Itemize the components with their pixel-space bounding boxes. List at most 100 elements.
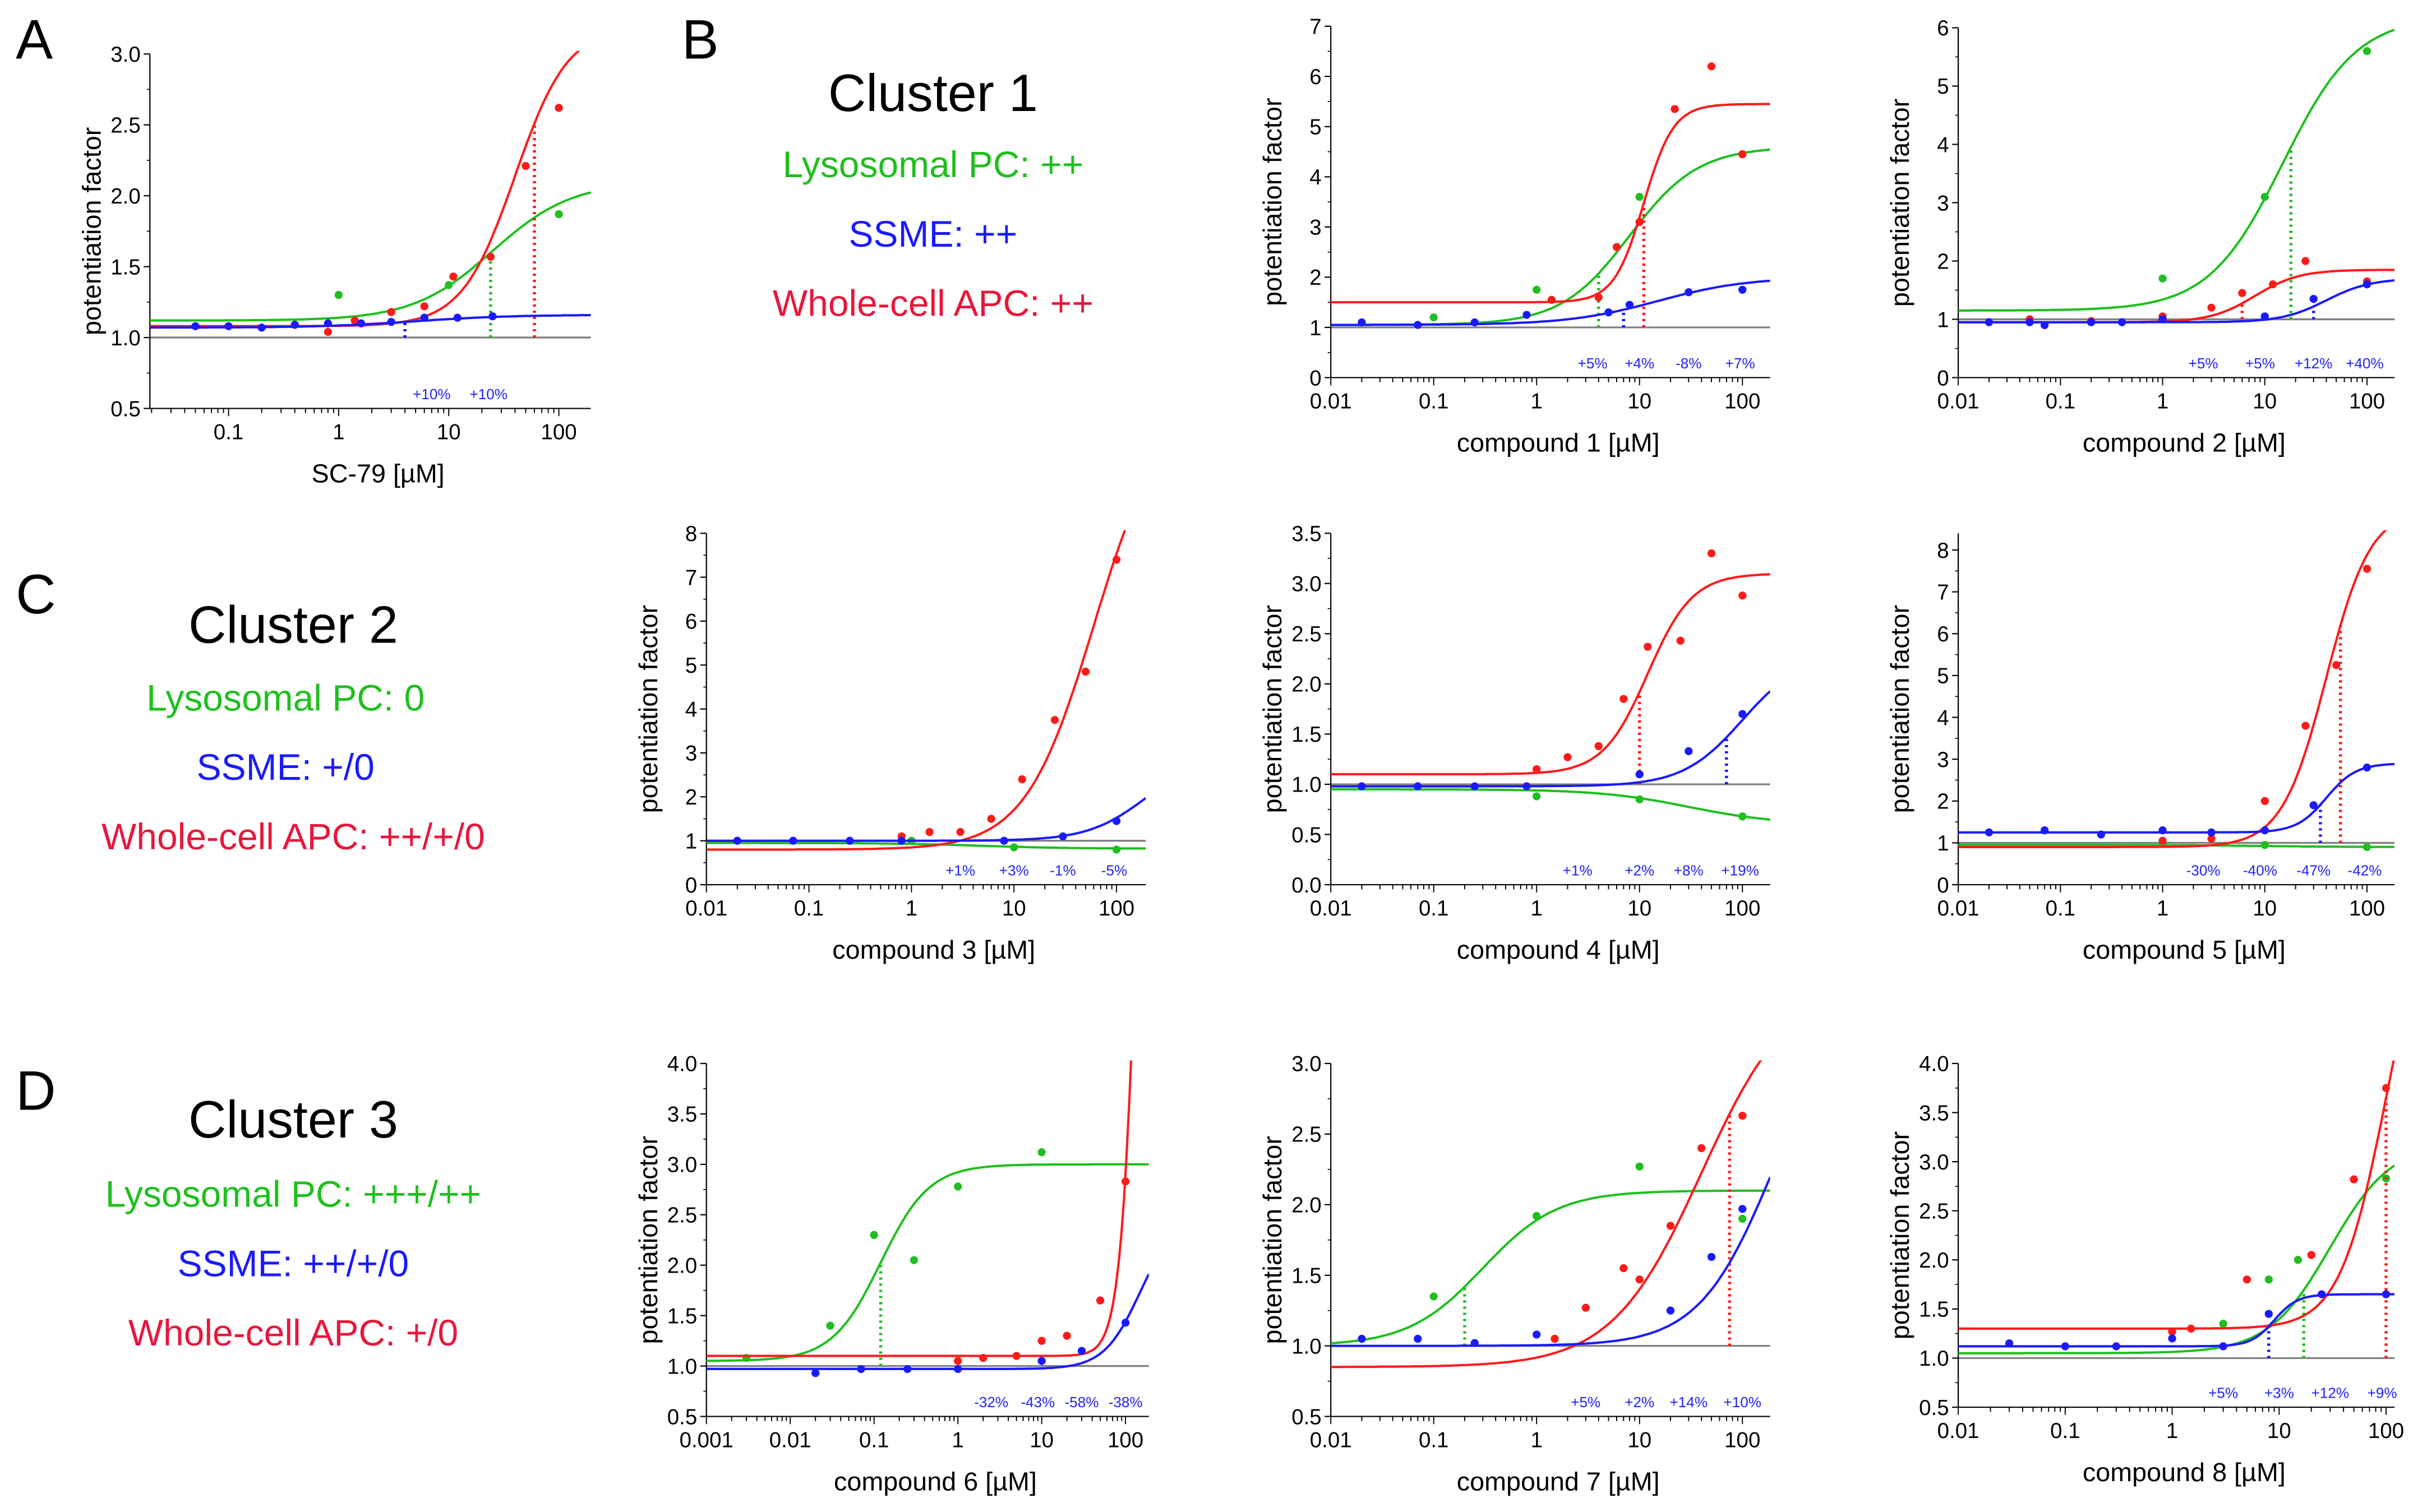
data-point-ssme xyxy=(1112,817,1121,825)
y-tick-label: 0.5 xyxy=(1291,1405,1321,1429)
data-point-ssme xyxy=(1358,782,1366,790)
y-tick-label: 2 xyxy=(1309,266,1321,290)
y-tick-label: 3.5 xyxy=(1291,522,1321,546)
data-point-lysosomal xyxy=(2294,1256,2302,1264)
fit-curve-wholecell xyxy=(1331,103,1770,304)
x-axis-label: compound 6 [µM] xyxy=(834,1467,1037,1496)
x-tick-label: 0.01 xyxy=(685,896,727,921)
x-tick-label: 10 xyxy=(1627,1428,1651,1453)
y-axis-label: potentiation factor xyxy=(634,1136,663,1344)
data-point-lysosomal xyxy=(1533,285,1541,294)
x-tick-label: 1 xyxy=(2157,390,2168,414)
fit-curve-ssme xyxy=(1958,762,2395,834)
data-point-wholecell xyxy=(1594,742,1603,751)
efficacy-annotation: -8% xyxy=(1676,355,1701,372)
y-axis-label: potentiation factor xyxy=(1885,1131,1914,1339)
y-tick-label: 2.5 xyxy=(667,1204,697,1228)
data-point-ssme xyxy=(2005,1339,2014,1348)
y-tick-label: 5 xyxy=(685,654,697,678)
data-point-ssme xyxy=(1414,782,1422,790)
y-tick-label: 3 xyxy=(1309,216,1321,240)
chart-panel-b2: 0 1 2 3 4 5 6 0.01 0.1 1 10 100 compound 2 [µM] poten… xyxy=(1885,16,2395,457)
efficacy-annotation: +3% xyxy=(2264,1385,2294,1402)
data-point-wholecell xyxy=(449,272,458,281)
fit-curve-wholecell xyxy=(706,1060,1133,1357)
x-tick-label: 0.01 xyxy=(1310,896,1352,921)
data-point-wholecell xyxy=(1018,775,1026,784)
data-point-ssme xyxy=(811,1369,820,1377)
y-tick-label: 1.5 xyxy=(110,255,140,279)
data-point-ssme xyxy=(897,836,906,845)
y-axis-label: potentiation factor xyxy=(77,127,106,335)
efficacy-annotation: +2% xyxy=(1625,1394,1654,1411)
x-tick-label: 100 xyxy=(2368,1419,2404,1443)
series-lysosomal xyxy=(706,1148,1149,1366)
data-point-lysosomal xyxy=(1738,1214,1747,1223)
efficacy-annotation: +10% xyxy=(1724,1394,1762,1411)
series-lysosomal xyxy=(1331,788,1770,821)
y-tick-label: 2.5 xyxy=(1291,622,1321,646)
y-tick-label: 1.0 xyxy=(1291,773,1321,797)
x-tick-label: 100 xyxy=(1108,1428,1143,1453)
efficacy-annotation: +7% xyxy=(1725,355,1755,372)
panel-letter-a: A xyxy=(16,8,53,70)
y-tick-label: 1.0 xyxy=(1291,1334,1321,1358)
data-point-wholecell xyxy=(954,1357,962,1365)
y-tick-label: 7 xyxy=(1309,15,1321,39)
y-tick-label: 3.5 xyxy=(667,1103,697,1127)
data-point-ssme xyxy=(2087,318,2096,326)
data-point-ssme xyxy=(846,836,854,845)
chart-panel-c5: 0 1 2 3 4 5 6 7 8 0.01 0.1 1 10 100 compound 5 [µM] pot… xyxy=(1885,530,2395,964)
x-tick-label: 0.1 xyxy=(2046,896,2075,921)
series-ssme xyxy=(1958,762,2395,843)
y-axis-label: potentiation factor xyxy=(1885,99,1914,307)
data-point-wholecell xyxy=(1612,243,1621,251)
fit-curve-ssme xyxy=(706,797,1146,842)
y-tick-label: 7 xyxy=(1937,580,1949,604)
data-point-ssme xyxy=(2219,1342,2227,1351)
y-tick-label: 3 xyxy=(1937,191,1949,215)
x-tick-label: 100 xyxy=(1724,390,1760,414)
y-tick-label: 0.5 xyxy=(667,1405,697,1429)
data-point-wholecell xyxy=(1635,1275,1644,1284)
series-wholecell xyxy=(1958,257,2395,325)
data-point-ssme xyxy=(2040,321,2049,330)
data-point-ssme xyxy=(1059,832,1067,841)
fit-curve-lysosomal xyxy=(1958,844,2395,848)
data-point-ssme xyxy=(1635,770,1644,779)
data-point-lysosomal xyxy=(2260,192,2269,201)
fit-curve-wholecell xyxy=(150,50,580,327)
data-point-ssme xyxy=(1685,288,1693,297)
x-tick-label: 0.01 xyxy=(1937,1419,1979,1443)
data-point-wholecell xyxy=(2187,1324,2195,1333)
data-point-wholecell xyxy=(1738,591,1747,600)
efficacy-annotation: +12% xyxy=(2295,355,2333,372)
fit-curve-wholecell xyxy=(1958,530,2388,849)
data-point-wholecell xyxy=(1121,1177,1130,1186)
y-tick-label: 0.5 xyxy=(1291,823,1321,847)
y-tick-label: 1.0 xyxy=(110,326,140,350)
data-point-lysosomal xyxy=(1010,843,1018,852)
y-tick-label: 0.5 xyxy=(1919,1396,1949,1420)
fit-curve-lysosomal xyxy=(1331,1189,1770,1345)
data-point-lysosomal xyxy=(2158,274,2167,283)
series-ssme xyxy=(706,797,1146,845)
fit-curve-ssme xyxy=(1331,690,1770,788)
fit-curve-lysosomal xyxy=(1331,788,1770,821)
data-point-wholecell xyxy=(956,827,965,836)
x-tick-label: 100 xyxy=(2349,896,2385,921)
data-point-wholecell xyxy=(1563,753,1572,761)
y-tick-label: 3.0 xyxy=(1919,1150,1949,1175)
data-point-ssme xyxy=(1470,318,1479,327)
series-ssme xyxy=(1958,1290,2395,1358)
y-axis-label: potentiation factor xyxy=(1258,98,1287,306)
data-point-ssme xyxy=(2025,318,2034,326)
data-point-ssme xyxy=(1037,1357,1046,1365)
data-point-ssme xyxy=(1685,747,1693,756)
data-point-ssme xyxy=(1121,1319,1130,1327)
fit-curve-wholecell xyxy=(1958,1060,2395,1330)
y-tick-label: 1.5 xyxy=(667,1304,697,1328)
x-tick-label: 1 xyxy=(1531,896,1543,921)
x-axis-label: compound 3 [µM] xyxy=(832,935,1035,964)
